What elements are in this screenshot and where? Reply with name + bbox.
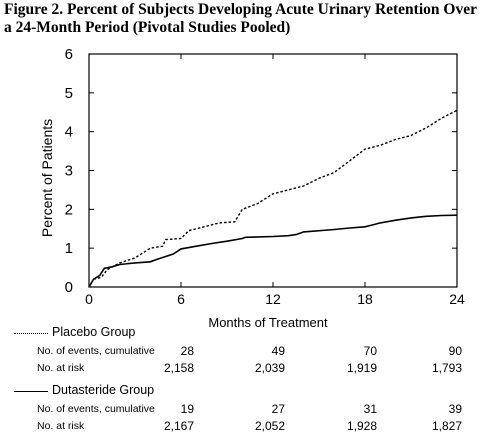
table-cell: 49 bbox=[271, 344, 285, 358]
table-cell: 1,827 bbox=[431, 419, 462, 433]
table-cell: 1,928 bbox=[346, 419, 377, 433]
table-cell: 90 bbox=[448, 344, 462, 358]
table-cell: 2,039 bbox=[254, 361, 285, 375]
figure-title: Figure 2. Percent of Subjects Developing… bbox=[4, 1, 477, 36]
legend-group-name: Dutasteride Group bbox=[52, 383, 155, 397]
table-cell: 2,167 bbox=[163, 419, 194, 433]
table-cell: 27 bbox=[271, 402, 285, 416]
y-tick-label: 0 bbox=[65, 279, 73, 296]
chart-lines bbox=[88, 109, 458, 288]
y-tick-label: 6 bbox=[65, 46, 73, 63]
y-tick-label: 2 bbox=[65, 201, 73, 218]
placebo-series-line bbox=[88, 109, 458, 288]
table-cell: 19 bbox=[180, 402, 194, 416]
table-cell: 28 bbox=[180, 344, 194, 358]
legend-group-name: Placebo Group bbox=[52, 325, 136, 339]
y-tick-label: 5 bbox=[65, 85, 73, 102]
table-cell: 31 bbox=[363, 402, 377, 416]
x-tick-label: 18 bbox=[357, 291, 373, 307]
table-cell: 70 bbox=[363, 344, 377, 358]
dutasteride-legend-swatch bbox=[14, 391, 48, 392]
x-tick-label: 24 bbox=[449, 291, 465, 307]
table-row-label: No. at risk bbox=[37, 420, 85, 432]
x-tick-label: 0 bbox=[85, 291, 93, 307]
table-row-label: No. at risk bbox=[37, 362, 85, 374]
y-tick-label: 3 bbox=[65, 163, 73, 180]
y-tick-label: 4 bbox=[65, 124, 73, 141]
table-row-label: No. of events, cumulative bbox=[37, 345, 155, 357]
table-row-label: No. of events, cumulative bbox=[37, 403, 155, 415]
table-cell: 2,052 bbox=[254, 419, 285, 433]
table-cell: 1,793 bbox=[431, 361, 462, 375]
placebo-legend-swatch bbox=[14, 333, 48, 334]
table-cell: 1,919 bbox=[346, 361, 377, 375]
x-tick-label: 12 bbox=[265, 291, 281, 307]
x-axis-label: Months of Treatment bbox=[208, 315, 328, 330]
x-tick-label: 6 bbox=[177, 291, 185, 307]
table-cell: 2,158 bbox=[163, 361, 194, 375]
dutasteride-series-line bbox=[88, 214, 458, 288]
table-cell: 39 bbox=[448, 402, 462, 416]
y-tick-label: 1 bbox=[65, 240, 73, 257]
y-axis-label: Percent of Patients bbox=[39, 119, 55, 237]
